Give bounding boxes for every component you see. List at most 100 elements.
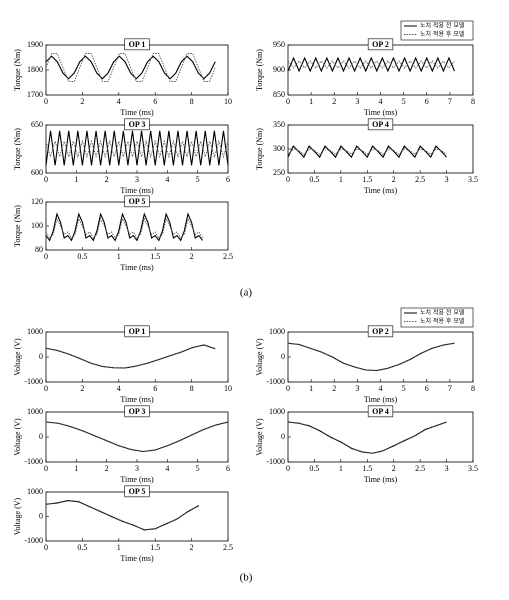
x-tick-label: 0.5 (309, 175, 319, 184)
y-tick-label: -1000 (266, 377, 285, 386)
y-axis-label: Voltage (V) (13, 418, 22, 456)
x-tick-label: 6 (153, 97, 157, 106)
x-axis-label: Time (ms) (120, 475, 154, 484)
chart-title: OP 1 (129, 40, 146, 49)
x-tick-label: 0 (286, 384, 290, 393)
x-tick-label: 3 (355, 97, 359, 106)
x-tick-label: 8 (471, 384, 475, 393)
x-tick-label: 0 (44, 97, 48, 106)
x-tick-label: 3 (135, 175, 139, 184)
x-tick-label: 3.5 (468, 175, 478, 184)
y-axis-label: Torque (Nm) (255, 128, 264, 170)
x-tick-label: 4 (379, 384, 383, 393)
x-tick-label: 3 (355, 384, 359, 393)
x-tick-label: 0.5 (309, 464, 319, 473)
series-line (287, 342, 455, 372)
x-axis-label: Time (ms) (120, 554, 154, 563)
x-tick-label: 0 (44, 384, 48, 393)
x-tick-label: 1 (309, 97, 313, 106)
series-line (287, 421, 447, 454)
x-tick-label: 2 (392, 464, 396, 473)
y-tick-label: 1800 (27, 65, 43, 74)
title-box (124, 195, 150, 208)
series-line (45, 139, 229, 159)
x-tick-label: 5 (196, 175, 200, 184)
x-tick-label: 0 (44, 252, 48, 261)
x-tick-label: 6 (226, 464, 230, 473)
plot-frame (45, 124, 229, 174)
x-tick-label: 1.5 (362, 175, 372, 184)
series-line (287, 148, 447, 155)
x-tick-label: 1 (74, 175, 78, 184)
caption: (b) (240, 572, 253, 584)
y-axis-label: Torque (Nm) (13, 49, 22, 91)
title-box (124, 38, 150, 51)
x-tick-label: 0 (286, 464, 290, 473)
legend-label: 노치 적용 후 모델 (420, 317, 465, 325)
series-line (45, 217, 203, 239)
x-tick-label: 2 (332, 97, 336, 106)
legend-label: 노치 적용 전 모델 (420, 22, 465, 30)
legend-box (400, 307, 474, 328)
x-tick-label: 0.5 (77, 252, 87, 261)
y-tick-label: 600 (31, 168, 43, 177)
caption: (a) (240, 287, 253, 299)
x-axis-label: Time (ms) (120, 395, 154, 404)
series-line (45, 500, 200, 530)
x-axis-label: Time (ms) (364, 395, 398, 404)
x-tick-label: 5 (402, 384, 406, 393)
x-tick-label: 6 (153, 384, 157, 393)
legend-label: 노치 적용 후 모델 (420, 30, 465, 38)
title-box (124, 485, 150, 498)
chart-title: OP 5 (129, 197, 146, 206)
plot-frame (45, 491, 229, 542)
series-line (45, 500, 200, 531)
x-axis-label: Time (ms) (120, 263, 154, 272)
x-tick-label: 4 (379, 97, 383, 106)
series-line (45, 421, 229, 453)
y-tick-label: 950 (273, 40, 285, 49)
x-tick-label: 2 (105, 175, 109, 184)
x-axis-label: Time (ms) (120, 186, 154, 195)
series-line (45, 212, 203, 242)
x-tick-label: 1 (339, 464, 343, 473)
x-tick-label: 4 (117, 97, 121, 106)
y-tick-label: 100 (31, 221, 43, 230)
chart-title: OP 4 (372, 407, 389, 416)
x-tick-label: 1.5 (150, 543, 160, 552)
x-tick-label: 1.5 (362, 464, 372, 473)
title-box (124, 325, 150, 338)
x-tick-label: 2.5 (415, 175, 425, 184)
plot-frame (45, 44, 229, 96)
plot-frame (287, 44, 474, 96)
x-tick-label: 1.5 (150, 252, 160, 261)
series-line (287, 56, 456, 73)
y-tick-label: 1000 (27, 327, 43, 336)
x-tick-label: 4 (165, 464, 169, 473)
plot-frame (45, 331, 229, 383)
x-tick-label: 0 (44, 464, 48, 473)
series-line (45, 130, 229, 166)
y-tick-label: 0 (39, 352, 43, 361)
x-tick-label: 0.5 (77, 543, 87, 552)
y-axis-label: Voltage (V) (255, 418, 264, 456)
x-tick-label: 2 (80, 384, 84, 393)
series-line (45, 53, 216, 82)
y-tick-label: 850 (273, 90, 285, 99)
series-line (287, 421, 447, 454)
chart-title: OP 1 (129, 327, 146, 336)
x-tick-label: 7 (448, 384, 452, 393)
x-tick-label: 0 (44, 543, 48, 552)
x-tick-label: 2 (190, 252, 194, 261)
x-tick-label: 6 (425, 384, 429, 393)
legend-label: 노치 적용 전 모델 (420, 309, 465, 317)
y-tick-label: 250 (273, 168, 285, 177)
x-tick-label: 8 (471, 97, 475, 106)
y-tick-label: -1000 (266, 457, 285, 466)
title-box (124, 118, 150, 131)
y-tick-label: 1700 (27, 90, 43, 99)
y-tick-label: 650 (31, 120, 43, 129)
series-line (45, 55, 216, 80)
y-tick-label: 80 (35, 245, 43, 254)
x-tick-label: 8 (190, 384, 194, 393)
